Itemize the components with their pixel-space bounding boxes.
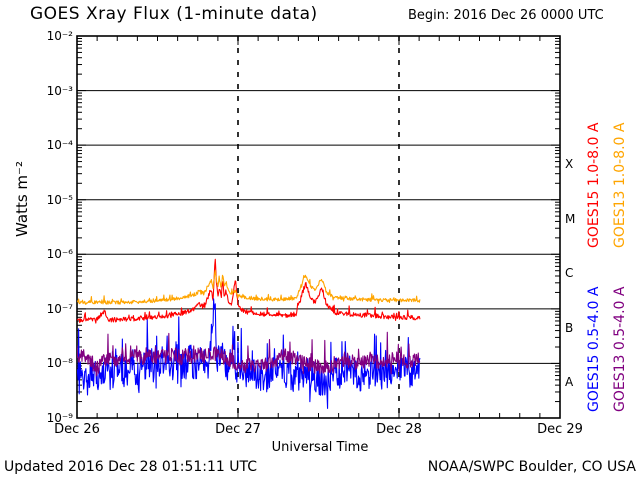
series-line — [77, 258, 421, 324]
x-tick-label: Dec 26 — [54, 422, 100, 437]
y-tick-label: 10⁻⁸ — [46, 356, 73, 371]
x-tick-label: Dec 29 — [537, 422, 583, 437]
y-tick-label: 10⁻⁵ — [46, 192, 73, 207]
series-line — [77, 331, 421, 377]
x-tick-label: Dec 28 — [376, 422, 422, 437]
flare-class-label: M — [565, 211, 576, 226]
page-title: GOES Xray Flux (1-minute data) — [30, 4, 318, 24]
begin-time-label: Begin: 2016 Dec 26 0000 UTC — [408, 8, 604, 23]
flare-class-label: C — [565, 266, 574, 281]
series-line — [77, 298, 421, 409]
y-tick-label: 10⁻⁹ — [46, 411, 73, 425]
series-line — [77, 269, 421, 305]
y-tick-label: 10⁻² — [46, 29, 73, 43]
updated-timestamp: Updated 2016 Dec 28 01:51:11 UTC — [4, 459, 258, 475]
flare-class-label: A — [565, 375, 574, 390]
y-tick-label: 10⁻⁴ — [46, 138, 73, 153]
x-axis-title: Universal Time — [271, 440, 369, 455]
y-tick-label: 10⁻⁶ — [46, 247, 73, 262]
flare-class-label: B — [565, 320, 574, 335]
y-tick-label: 10⁻⁷ — [46, 301, 73, 316]
credit-label: NOAA/SWPC Boulder, CO USA — [427, 459, 636, 475]
y-tick-label: 10⁻³ — [46, 83, 73, 98]
x-tick-label: Dec 27 — [215, 422, 261, 437]
flare-class-label: X — [565, 157, 574, 172]
plot-frame — [76, 35, 561, 419]
